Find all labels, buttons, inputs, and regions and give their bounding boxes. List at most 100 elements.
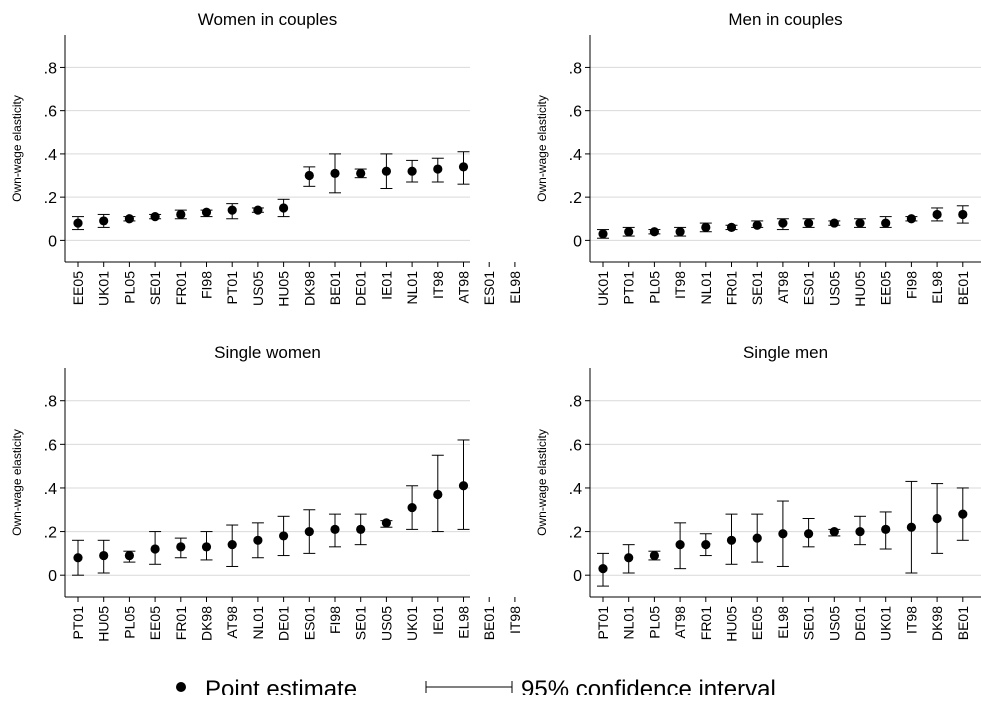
data-mark-group xyxy=(854,515,866,546)
y-tick-label: .8 xyxy=(44,394,57,411)
point-US05 xyxy=(381,518,391,528)
point-FR01 xyxy=(701,540,711,550)
point-IE01 xyxy=(433,489,443,500)
legend: Point estimate 95% confidence interval xyxy=(176,676,776,695)
x-tick-label-PT01: PT01 xyxy=(224,271,240,305)
point-PL05 xyxy=(649,227,660,237)
x-tick-label-FR01: FR01 xyxy=(173,271,189,305)
y-axis-label: Own-wage elasticity xyxy=(10,429,24,536)
chart-panel-2: 0 .2 .4 .6 .8 Own-wage elasticity Men in coupl… xyxy=(535,10,981,307)
y-axis-label: Own-wage elasticity xyxy=(10,95,24,202)
data-mark-group xyxy=(277,198,290,218)
data-mark-group xyxy=(622,544,635,574)
point-IT98 xyxy=(906,522,917,532)
x-tick-label-PL05: PL05 xyxy=(121,271,137,304)
y-tick-label: 0 xyxy=(573,233,582,250)
y-tick-label: .4 xyxy=(569,147,582,164)
y-tick-label: .2 xyxy=(569,190,582,207)
point-BE01 xyxy=(485,442,494,451)
data-mark-group xyxy=(174,209,187,220)
x-tick-label-PL05: PL05 xyxy=(121,606,137,639)
data-mark-group xyxy=(674,226,687,237)
data-mark-group xyxy=(802,517,815,548)
point-FR01 xyxy=(176,542,186,552)
x-tick-label-UK01: UK01 xyxy=(878,606,894,641)
point-IT98 xyxy=(675,227,685,237)
chart-title: Single women xyxy=(214,343,321,362)
point-EE05 xyxy=(752,533,762,543)
data-mark-group xyxy=(751,220,764,230)
data-mark-group xyxy=(406,159,419,183)
point-AT98 xyxy=(675,540,685,550)
data-mark-group xyxy=(200,207,213,218)
x-tick-label-EE05: EE05 xyxy=(878,271,894,305)
point-EE05 xyxy=(150,544,160,554)
x-tick-label-IE01: IE01 xyxy=(430,606,446,635)
y-tick-label: 0 xyxy=(573,568,582,585)
point-PL05 xyxy=(124,550,134,561)
x-tick-label-IT98: IT98 xyxy=(507,606,523,634)
point-FI98 xyxy=(330,524,340,534)
point-SE01 xyxy=(150,212,160,222)
y-tick-label: .2 xyxy=(44,190,57,207)
x-tick-label-AT98: AT98 xyxy=(775,271,791,304)
x-tick-label-UK01: UK01 xyxy=(595,271,611,306)
point-EL98 xyxy=(510,102,519,111)
data-mark-group xyxy=(174,537,187,559)
data-mark-group xyxy=(699,533,712,557)
legend-ci-label: 95% confidence interval xyxy=(521,676,776,695)
point-SE01 xyxy=(356,524,366,534)
data-mark-group xyxy=(380,153,393,189)
x-tick-label-EE05: EE05 xyxy=(70,271,86,305)
data-mark-group xyxy=(431,157,444,183)
data-mark-group xyxy=(123,550,136,563)
x-tick-label-DE01: DE01 xyxy=(852,606,868,641)
point-EE05 xyxy=(73,218,83,228)
point-AT98 xyxy=(458,162,469,172)
x-tick-label-EE05: EE05 xyxy=(147,606,163,640)
x-tick-label-DK98: DK98 xyxy=(199,606,215,641)
x-tick-label-FI98: FI98 xyxy=(199,271,215,299)
point-SE01 xyxy=(752,220,762,230)
x-tick-label-NL01: NL01 xyxy=(250,606,266,640)
y-tick-label: .8 xyxy=(569,394,582,411)
point-BE01 xyxy=(958,209,968,220)
data-mark-group xyxy=(483,111,495,148)
data-mark-group xyxy=(72,216,84,231)
data-mark-group xyxy=(149,531,162,565)
x-tick-label-PT01: PT01 xyxy=(595,606,611,640)
x-tick-label-NL01: NL01 xyxy=(621,606,637,640)
x-tick-label-AT98: AT98 xyxy=(456,271,472,304)
data-mark-group xyxy=(648,550,661,561)
point-IE01 xyxy=(381,166,391,176)
y-tick-label: .6 xyxy=(44,104,57,121)
data-mark-group xyxy=(329,153,341,194)
chart-title: Single men xyxy=(743,343,828,362)
x-tick-label-ES01: ES01 xyxy=(801,271,817,305)
point-ES01 xyxy=(804,218,814,228)
point-EL98 xyxy=(778,529,788,539)
data-mark-group xyxy=(956,487,969,541)
data-mark-group xyxy=(277,515,290,557)
x-tick-label-US05: US05 xyxy=(378,606,394,641)
x-tick-label-SE01: SE01 xyxy=(147,271,163,305)
x-tick-label-EL98: EL98 xyxy=(507,271,523,304)
legend-point-marker xyxy=(176,682,186,692)
x-tick-label-HU05: HU05 xyxy=(724,606,740,642)
point-FI98 xyxy=(201,207,212,217)
x-tick-label-HU05: HU05 xyxy=(852,271,868,307)
data-mark-group xyxy=(226,203,239,220)
point-UK01 xyxy=(407,502,417,513)
point-US05 xyxy=(253,205,263,215)
data-mark-group xyxy=(725,222,738,233)
x-tick-label-HU05: HU05 xyxy=(96,606,112,642)
point-HU05 xyxy=(726,535,737,545)
point-HU05 xyxy=(279,203,289,213)
point-DK98 xyxy=(304,170,314,181)
data-mark-group xyxy=(123,214,136,224)
point-FI98 xyxy=(906,214,917,224)
chart-panel-3: 0 .2 .4 .6 .8 Own-wage elasticity Single women… xyxy=(10,343,523,642)
data-mark-group xyxy=(905,214,918,224)
x-tick-label-DE01: DE01 xyxy=(353,271,369,306)
x-tick-label-BE01: BE01 xyxy=(955,271,971,305)
